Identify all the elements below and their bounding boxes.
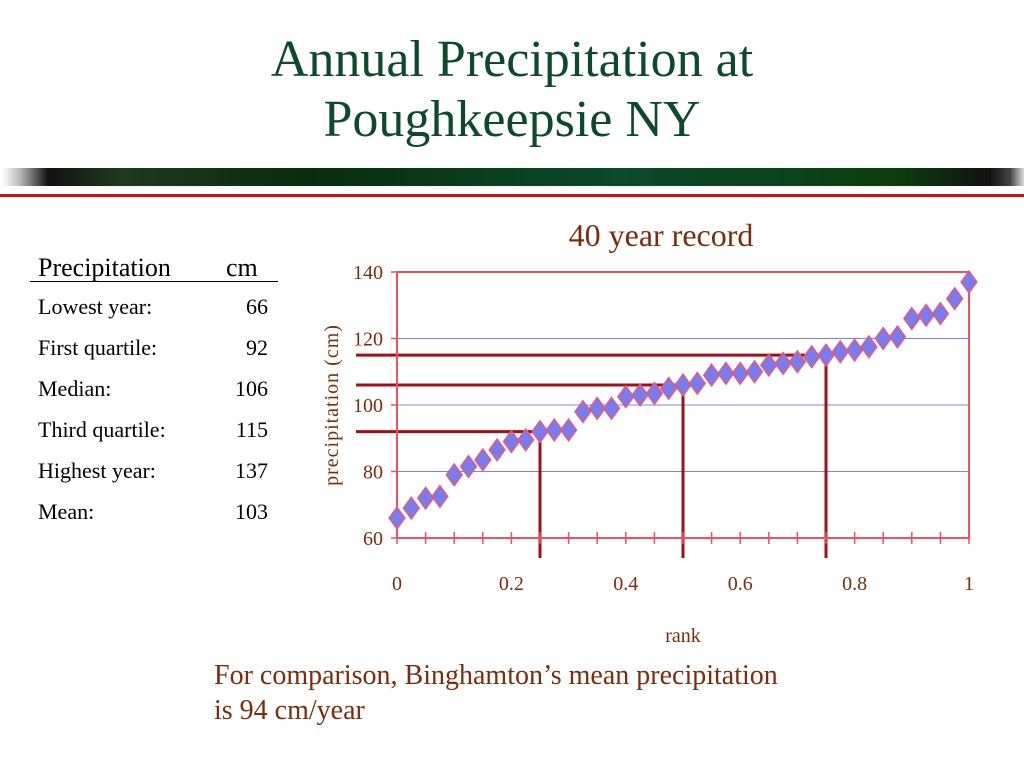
axis-tick-labels: 60 80 100 120 140 0 0.2 0.4 0.6 0.8 1	[353, 262, 974, 595]
data-point	[831, 339, 850, 364]
title-line-2: Poughkeepsie NY	[323, 91, 701, 148]
data-point	[588, 396, 606, 421]
comparison-note: For comparison, Binghamton’s mean precip…	[214, 658, 994, 728]
data-point	[388, 506, 406, 531]
stats-heading-underline	[30, 281, 278, 282]
data-point	[888, 324, 907, 349]
data-point	[474, 447, 492, 472]
data-point	[717, 361, 735, 386]
y-tick-label: 100	[353, 395, 383, 417]
x-tick-label: 1	[964, 573, 974, 595]
x-axis-label: rank	[665, 625, 701, 647]
stat-label: Lowest year:	[38, 294, 153, 319]
stat-value: 137	[235, 458, 268, 483]
stats-heading: Precipitation cm	[22, 250, 284, 286]
comparison-note-line-1: For comparison, Binghamton’s mean precip…	[214, 660, 778, 691]
data-point	[945, 286, 964, 311]
stat-row-highest: Highest year: 137	[22, 450, 284, 491]
stat-row-first-quartile: First quartile: 92	[22, 327, 284, 368]
data-point	[545, 417, 564, 442]
data-point	[774, 351, 792, 376]
data-point	[559, 417, 578, 442]
y-tick-label: 60	[363, 528, 383, 550]
data-point	[502, 429, 521, 454]
data-point	[688, 371, 707, 396]
y-tick-label: 80	[363, 462, 383, 484]
data-point	[445, 462, 463, 487]
y-axis-label: precipitation (cm)	[321, 324, 343, 486]
data-point	[602, 396, 621, 421]
data-point	[416, 486, 435, 511]
data-point	[488, 437, 506, 462]
data-point	[459, 454, 478, 479]
data-point	[760, 353, 778, 378]
data-point	[788, 349, 807, 374]
stat-value: 106	[235, 376, 268, 401]
data-point	[431, 484, 449, 509]
data-point	[860, 334, 878, 359]
data-point	[731, 361, 749, 386]
data-point	[574, 399, 592, 424]
stat-value: 92	[246, 335, 268, 360]
data-point	[903, 306, 921, 331]
stat-row-third-quartile: Third quartile: 115	[22, 409, 284, 450]
data-point	[702, 363, 721, 388]
data-points	[388, 269, 978, 531]
stat-row-median: Median: 106	[22, 368, 284, 409]
data-point	[402, 496, 421, 521]
data-point	[931, 301, 950, 326]
y-tick-label: 120	[353, 329, 383, 351]
data-point	[617, 384, 635, 409]
x-tick-label: 0.6	[728, 573, 753, 595]
data-point	[960, 269, 978, 294]
slide-title: Annual Precipitation at Poughkeepsie NY	[0, 30, 1024, 150]
stat-value: 103	[235, 499, 268, 524]
axis-ticks	[391, 271, 970, 544]
stats-heading-label: Precipitation	[38, 253, 171, 282]
x-tick-label: 0	[392, 573, 402, 595]
stat-label: First quartile:	[38, 335, 158, 360]
title-line-1: Annual Precipitation at	[270, 31, 754, 88]
title-divider-thick	[0, 168, 1024, 186]
title-divider-accent	[0, 194, 1024, 197]
stats-panel: Precipitation cm Lowest year: 66 First q…	[22, 250, 284, 532]
stat-row-mean: Mean: 103	[22, 491, 284, 532]
x-tick-label: 0.8	[842, 573, 867, 595]
x-tick-label: 0.4	[613, 573, 638, 595]
data-point	[531, 419, 549, 444]
x-tick-label: 0.2	[499, 573, 524, 595]
stat-value: 66	[246, 294, 268, 319]
stat-label: Highest year:	[38, 458, 156, 483]
data-point	[631, 383, 649, 408]
data-point	[516, 427, 535, 452]
quartile-guides	[356, 353, 828, 558]
data-point	[645, 381, 664, 406]
stat-label: Median:	[38, 376, 112, 401]
data-point	[817, 343, 835, 368]
stat-label: Third quartile:	[38, 417, 166, 442]
data-point	[845, 338, 864, 363]
stats-heading-unit: cm	[226, 253, 258, 282]
comparison-note-line-2: is 94 cm/year	[214, 695, 365, 726]
data-point	[674, 373, 692, 398]
data-point	[745, 359, 764, 384]
data-point	[802, 344, 821, 369]
stat-label: Mean:	[38, 499, 95, 524]
chart-title: 40 year record	[569, 217, 754, 253]
stat-row-lowest: Lowest year: 66	[22, 286, 284, 327]
data-point	[917, 303, 935, 328]
y-tick-label: 140	[353, 262, 383, 284]
data-point	[659, 376, 678, 401]
stat-value: 115	[235, 417, 268, 442]
data-point	[874, 326, 892, 351]
